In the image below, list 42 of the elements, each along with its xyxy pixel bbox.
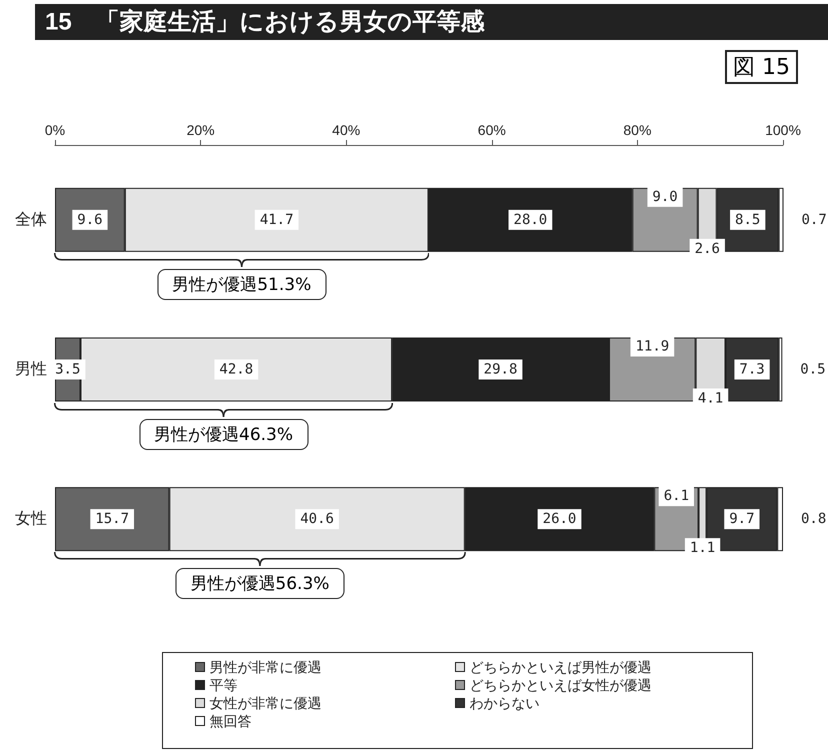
data-label: 28.0: [514, 212, 548, 228]
legend-label: どちらかといえば女性が優遇: [470, 677, 652, 693]
legend-label: どちらかといえば男性が優遇: [470, 659, 652, 675]
x-tick-label: 40%: [332, 122, 360, 138]
legend-label: わからない: [470, 695, 540, 711]
data-label: 26.0: [542, 511, 576, 528]
data-label: 40.6: [300, 511, 334, 528]
data-label: 3.5: [55, 362, 80, 378]
data-label: 8.5: [735, 212, 760, 228]
caption: 図 15: [725, 50, 798, 84]
data-label: 6.1: [664, 488, 689, 504]
legend-label: 男性が非常に優遇: [210, 659, 322, 675]
annotation: 男性が優遇51.3%: [157, 268, 326, 300]
data-label: 7.3: [739, 362, 765, 378]
data-label: 4.1: [698, 390, 724, 406]
legend-label: 女性が非常に優遇: [210, 695, 322, 711]
data-label: 11.9: [635, 338, 670, 354]
x-tick-label: 0%: [44, 122, 66, 138]
data-label: 9.6: [77, 212, 103, 228]
y-tick-label: 全体: [15, 211, 47, 228]
x-tick-label: 100%: [765, 122, 801, 138]
y-tick-label: 男性: [15, 361, 47, 378]
data-label: 1.1: [690, 540, 716, 556]
data-label: 0.7: [802, 212, 827, 228]
data-label: 42.8: [219, 362, 254, 378]
y-tick-label: 女性: [15, 510, 47, 528]
data-label: 9.0: [652, 188, 678, 205]
annotation: 男性が優遇46.3%: [139, 418, 308, 450]
data-label: 0.8: [801, 511, 826, 528]
data-label: 2.6: [694, 240, 720, 257]
data-label: 0.5: [800, 362, 826, 378]
x-tick-label: 60%: [478, 122, 506, 138]
legend-label: 平等: [210, 677, 238, 693]
data-label: 15.7: [95, 511, 130, 528]
annotation: 男性が優遇56.3%: [175, 568, 344, 600]
data-label: 41.7: [260, 212, 294, 228]
data-label: 9.7: [729, 511, 755, 528]
x-tick-label: 80%: [623, 122, 652, 138]
legend-label: 無回答: [210, 713, 252, 729]
x-tick-label: 20%: [186, 122, 215, 138]
data-label: 29.8: [484, 362, 518, 378]
chart-title: 15 「家庭生活」における男女の平等感: [45, 8, 486, 36]
